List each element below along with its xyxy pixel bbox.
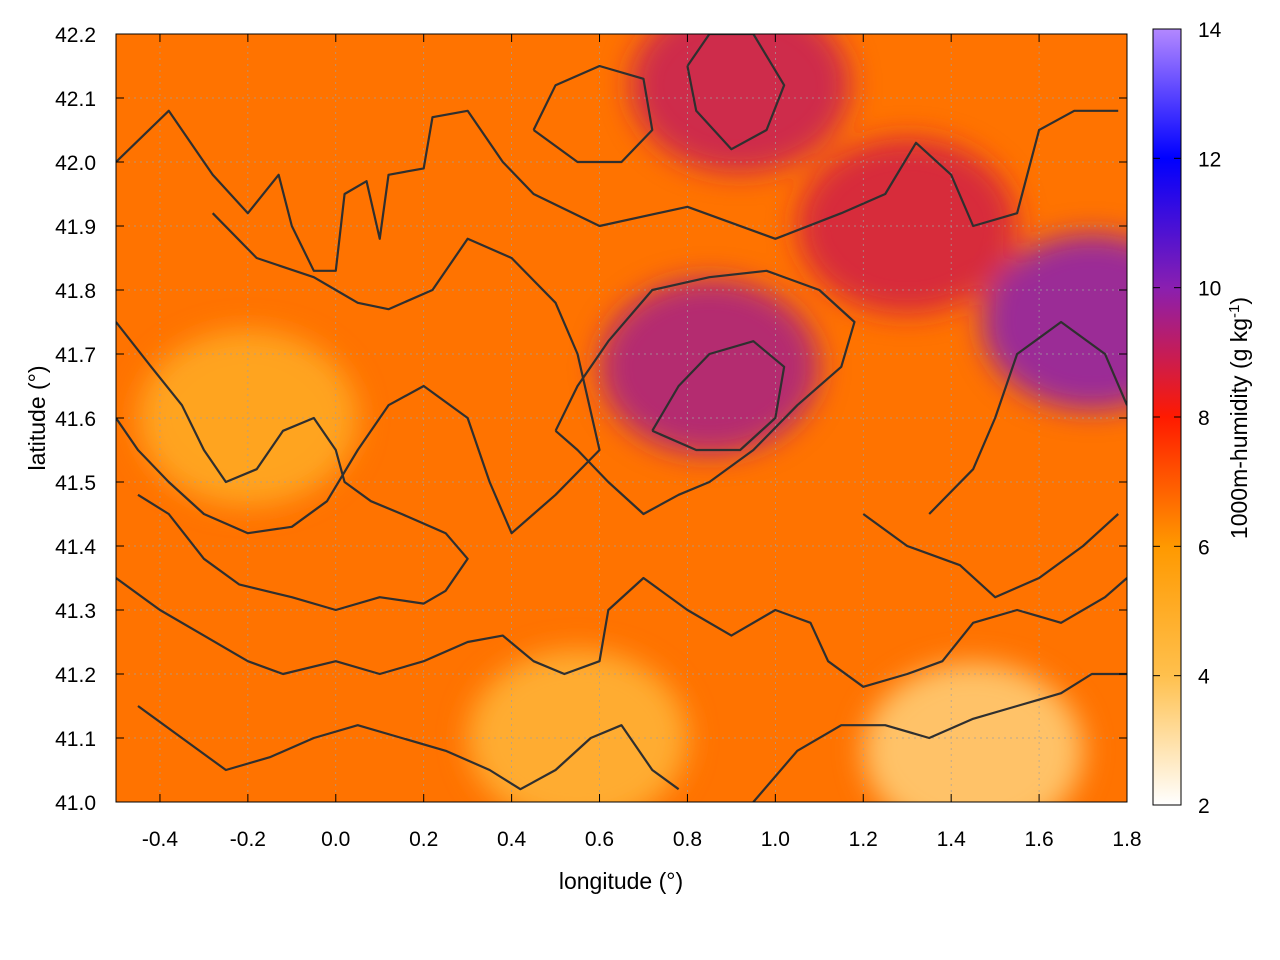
y-tick-label: 41.4 bbox=[55, 536, 96, 559]
colorbar-label-main: 1000m-humidity (g kg bbox=[1226, 318, 1252, 539]
heatmap-feature bbox=[630, 34, 851, 174]
x-tick-label: 1.0 bbox=[761, 828, 790, 851]
y-tick-label: 41.2 bbox=[55, 664, 96, 687]
heatmap-feature bbox=[599, 278, 820, 455]
x-axis-label: longitude (°) bbox=[559, 868, 683, 894]
y-tick-label: 41.1 bbox=[55, 728, 96, 751]
x-tick-label: -0.4 bbox=[142, 828, 179, 851]
colorbar-tick-label: 2 bbox=[1198, 795, 1210, 818]
colorbar-label-exponent: -1 bbox=[1226, 305, 1243, 318]
x-tick-label: 1.2 bbox=[849, 828, 878, 851]
y-tick-label: 42.0 bbox=[55, 152, 96, 175]
contour-line bbox=[116, 109, 1119, 272]
y-tick-label: 41.9 bbox=[55, 216, 96, 239]
heatmap-features bbox=[137, 34, 1127, 802]
heatmap-feature bbox=[863, 662, 1084, 802]
y-tick-label: 42.2 bbox=[55, 24, 96, 47]
y-tick-label: 41.0 bbox=[55, 792, 96, 815]
contour-line bbox=[686, 34, 786, 151]
x-tick-label: 0.2 bbox=[409, 828, 438, 851]
heatmap-feature bbox=[981, 234, 1127, 410]
contour-line bbox=[752, 672, 1127, 802]
x-tick-label: 0.0 bbox=[321, 828, 350, 851]
x-tick-label: 1.4 bbox=[937, 828, 967, 851]
x-tick-label: 0.6 bbox=[585, 828, 614, 851]
contour-line bbox=[532, 64, 654, 164]
contour-line bbox=[116, 321, 469, 612]
x-tick-label: 0.4 bbox=[497, 828, 527, 851]
y-tick-label: 42.1 bbox=[55, 88, 96, 111]
colorbar-tick-label: 4 bbox=[1198, 666, 1210, 689]
contour-line bbox=[116, 576, 1127, 688]
x-tick-label: 1.8 bbox=[1112, 828, 1141, 851]
colorbar-label: 1000m-humidity (g kg-1) bbox=[1226, 297, 1253, 539]
x-tick-label: -0.2 bbox=[230, 828, 266, 851]
contour-line bbox=[651, 340, 786, 452]
heatmap-area bbox=[116, 34, 1127, 802]
contour-line bbox=[137, 705, 680, 791]
heatmap-feature bbox=[797, 138, 1018, 314]
colorbar-tick-label: 12 bbox=[1198, 148, 1221, 171]
contour-lines bbox=[116, 34, 1127, 802]
y-axis-ticks: 41.0 41.1 41.2 41.3 41.4 41.5 41.6 41.7 41.8 41.9… bbox=[55, 24, 1127, 815]
heatmap-feature bbox=[467, 650, 688, 802]
contour-line bbox=[116, 212, 601, 535]
y-tick-label: 41.8 bbox=[55, 280, 96, 303]
colorbar-tick-label: 14 bbox=[1198, 19, 1222, 42]
colorbar-tick-label: 8 bbox=[1198, 407, 1210, 430]
contour-line bbox=[862, 513, 1119, 599]
y-axis-label: latitude (°) bbox=[24, 365, 50, 470]
colorbar-ticks: 2 4 6 8 10 12 14 bbox=[1153, 19, 1222, 818]
x-tick-label: 1.6 bbox=[1024, 828, 1053, 851]
contour-line bbox=[928, 320, 1127, 515]
y-tick-label: 41.6 bbox=[55, 408, 96, 431]
x-tick-label: 0.8 bbox=[673, 828, 702, 851]
y-tick-label: 41.7 bbox=[55, 344, 96, 367]
colorbar-tick-label: 10 bbox=[1198, 278, 1221, 301]
colorbar-tick-label: 6 bbox=[1198, 536, 1210, 559]
y-tick-label: 41.5 bbox=[55, 472, 96, 495]
colorbar-label-close: ) bbox=[1226, 297, 1252, 305]
x-axis-ticks: -0.4 -0.2 0.0 0.2 0.4 0.6 0.8 1.0 1.2 1.4 1.6 1.8 bbox=[142, 34, 1142, 851]
contour-line bbox=[554, 269, 856, 516]
y-tick-label: 41.3 bbox=[55, 600, 96, 623]
